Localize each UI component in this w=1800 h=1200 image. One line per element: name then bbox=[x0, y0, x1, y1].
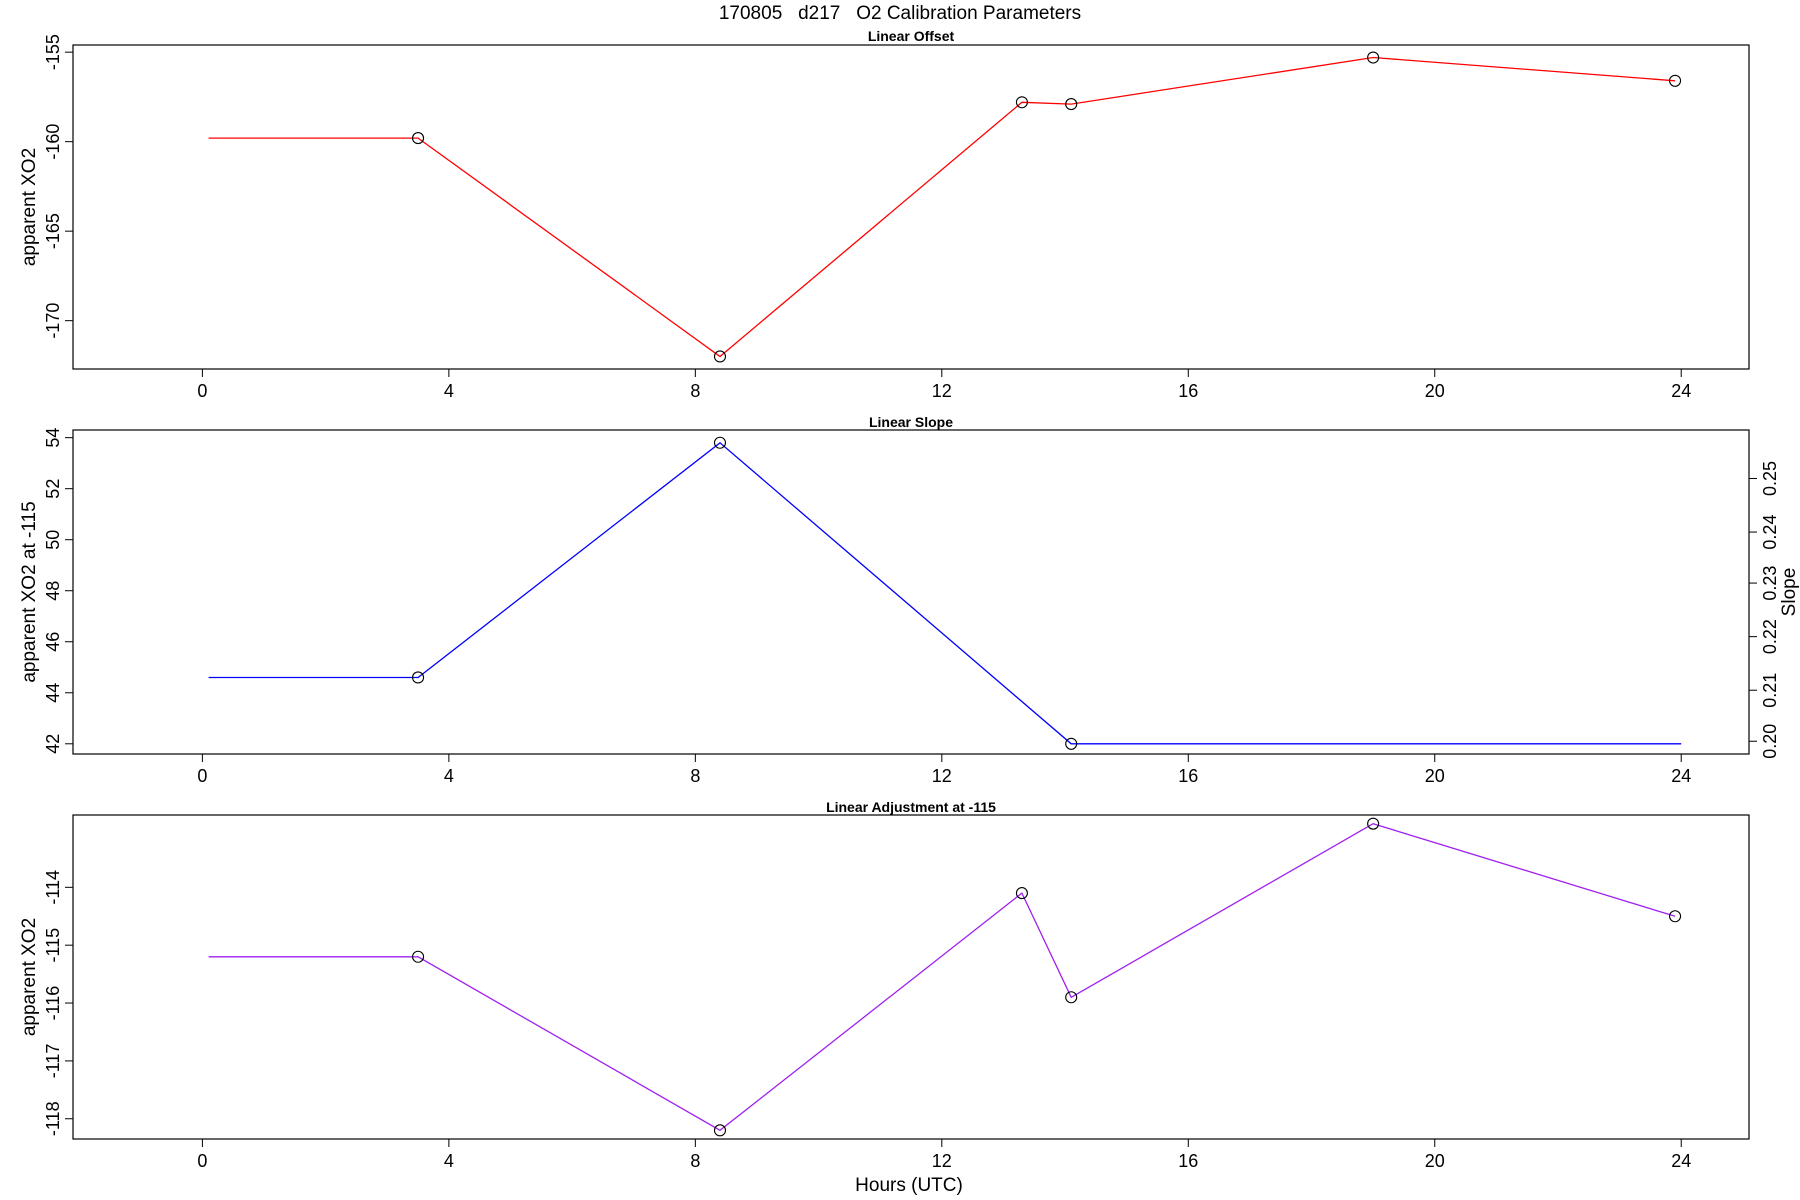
x-tick-label-offset: 12 bbox=[932, 381, 952, 401]
series-line-offset bbox=[208, 56, 1676, 358]
x-tick-label-slope: 0 bbox=[197, 766, 207, 786]
series-line-adjustment bbox=[208, 822, 1676, 1132]
y-tick-label-slope: 50 bbox=[43, 530, 63, 550]
data-point-adjustment bbox=[1367, 817, 1380, 830]
x-tick-label-adjustment: 16 bbox=[1178, 1151, 1198, 1171]
x-tick-label-offset: 16 bbox=[1178, 381, 1198, 401]
x-tick-label-slope: 4 bbox=[444, 766, 454, 786]
x-tick-label-offset: 20 bbox=[1425, 381, 1445, 401]
data-point-adjustment bbox=[412, 950, 425, 963]
right-y-tick-label-slope: 0.23 bbox=[1760, 566, 1780, 601]
y-tick-label-adjustment: -116 bbox=[43, 986, 63, 1021]
data-point-offset bbox=[1669, 74, 1682, 87]
y-axis-label-offset: apparent XO2 bbox=[19, 148, 40, 266]
data-point-adjustment bbox=[713, 1124, 727, 1137]
data-point-slope bbox=[412, 671, 425, 684]
right-y-tick-label-slope: 0.21 bbox=[1760, 673, 1780, 708]
y-tick-label-adjustment: -114 bbox=[43, 870, 63, 905]
x-tick-label-adjustment: 8 bbox=[690, 1151, 700, 1171]
x-tick-label-adjustment: 24 bbox=[1671, 1151, 1691, 1171]
right-y-tick-label-slope: 0.25 bbox=[1760, 461, 1780, 496]
x-tick-label-adjustment: 20 bbox=[1425, 1151, 1445, 1171]
data-point-adjustment bbox=[1015, 887, 1028, 900]
y-tick-label-adjustment: -115 bbox=[43, 928, 63, 963]
x-tick-label-offset: 8 bbox=[690, 381, 700, 401]
right-y-tick-label-slope: 0.22 bbox=[1760, 619, 1780, 654]
data-point-offset bbox=[1065, 98, 1078, 111]
right-y-tick-label-slope: 0.20 bbox=[1760, 724, 1780, 759]
x-tick-label-offset: 4 bbox=[444, 381, 454, 401]
data-point-adjustment bbox=[1065, 991, 1078, 1004]
x-tick-label-adjustment: 0 bbox=[197, 1151, 207, 1171]
figure-title: 170805 d217 O2 Calibration Parameters bbox=[719, 3, 1081, 24]
x-axis-label: Hours (UTC) bbox=[855, 1175, 963, 1196]
y-axis-label-adjustment: apparent XO2 bbox=[19, 918, 40, 1036]
panel-title-adjustment: Linear Adjustment at -115 bbox=[826, 799, 996, 815]
y-tick-label-slope: 44 bbox=[43, 683, 63, 703]
y-tick-label-slope: 52 bbox=[43, 479, 63, 499]
y-tick-label-slope: 46 bbox=[43, 632, 63, 652]
x-tick-label-slope: 24 bbox=[1671, 766, 1691, 786]
x-tick-label-offset: 0 bbox=[197, 381, 207, 401]
series-line-slope bbox=[208, 441, 1682, 745]
y-tick-label-offset: -170 bbox=[43, 303, 63, 339]
x-tick-label-slope: 16 bbox=[1178, 766, 1198, 786]
panel-title-offset: Linear Offset bbox=[868, 28, 955, 44]
data-point-slope bbox=[1065, 737, 1078, 750]
x-tick-label-offset: 24 bbox=[1671, 381, 1691, 401]
right-y-axis-label-slope: Slope bbox=[1779, 568, 1800, 617]
x-tick-label-slope: 12 bbox=[932, 766, 952, 786]
right-y-tick-label-slope: 0.24 bbox=[1760, 515, 1780, 550]
y-tick-label-offset: -160 bbox=[43, 124, 63, 160]
data-point-offset bbox=[412, 132, 425, 145]
data-point-adjustment bbox=[1669, 910, 1682, 923]
data-point-offset bbox=[1015, 96, 1028, 109]
x-tick-label-slope: 8 bbox=[690, 766, 700, 786]
x-tick-label-slope: 20 bbox=[1425, 766, 1445, 786]
panel-adjustment: Linear Adjustment at -115 0 4 8 12 16 20 24 -114… bbox=[19, 799, 1750, 1171]
data-point-offset bbox=[713, 350, 727, 363]
y-tick-label-offset: -165 bbox=[43, 213, 63, 249]
y-tick-label-offset: -155 bbox=[43, 34, 63, 70]
plot-frame-offset bbox=[72, 44, 1750, 370]
y-tick-label-slope: 54 bbox=[43, 428, 63, 448]
panel-offset: Linear Offset 0 4 8 12 16 20 24 -155 -160 -165 -170… bbox=[19, 28, 1750, 401]
plot-frame-slope bbox=[72, 429, 1750, 755]
plot-frame-adjustment bbox=[72, 814, 1750, 1140]
y-axis-label-slope: apparent XO2 at -115 bbox=[19, 501, 40, 682]
data-point-slope bbox=[713, 436, 727, 449]
x-tick-label-adjustment: 4 bbox=[444, 1151, 454, 1171]
data-point-offset bbox=[1367, 51, 1380, 64]
y-tick-label-adjustment: -117 bbox=[43, 1044, 63, 1079]
panel-title-slope: Linear Slope bbox=[869, 414, 953, 430]
y-tick-label-slope: 42 bbox=[43, 734, 63, 754]
x-tick-label-adjustment: 12 bbox=[932, 1151, 952, 1171]
y-tick-label-slope: 48 bbox=[43, 581, 63, 601]
y-tick-label-adjustment: -118 bbox=[43, 1101, 63, 1136]
